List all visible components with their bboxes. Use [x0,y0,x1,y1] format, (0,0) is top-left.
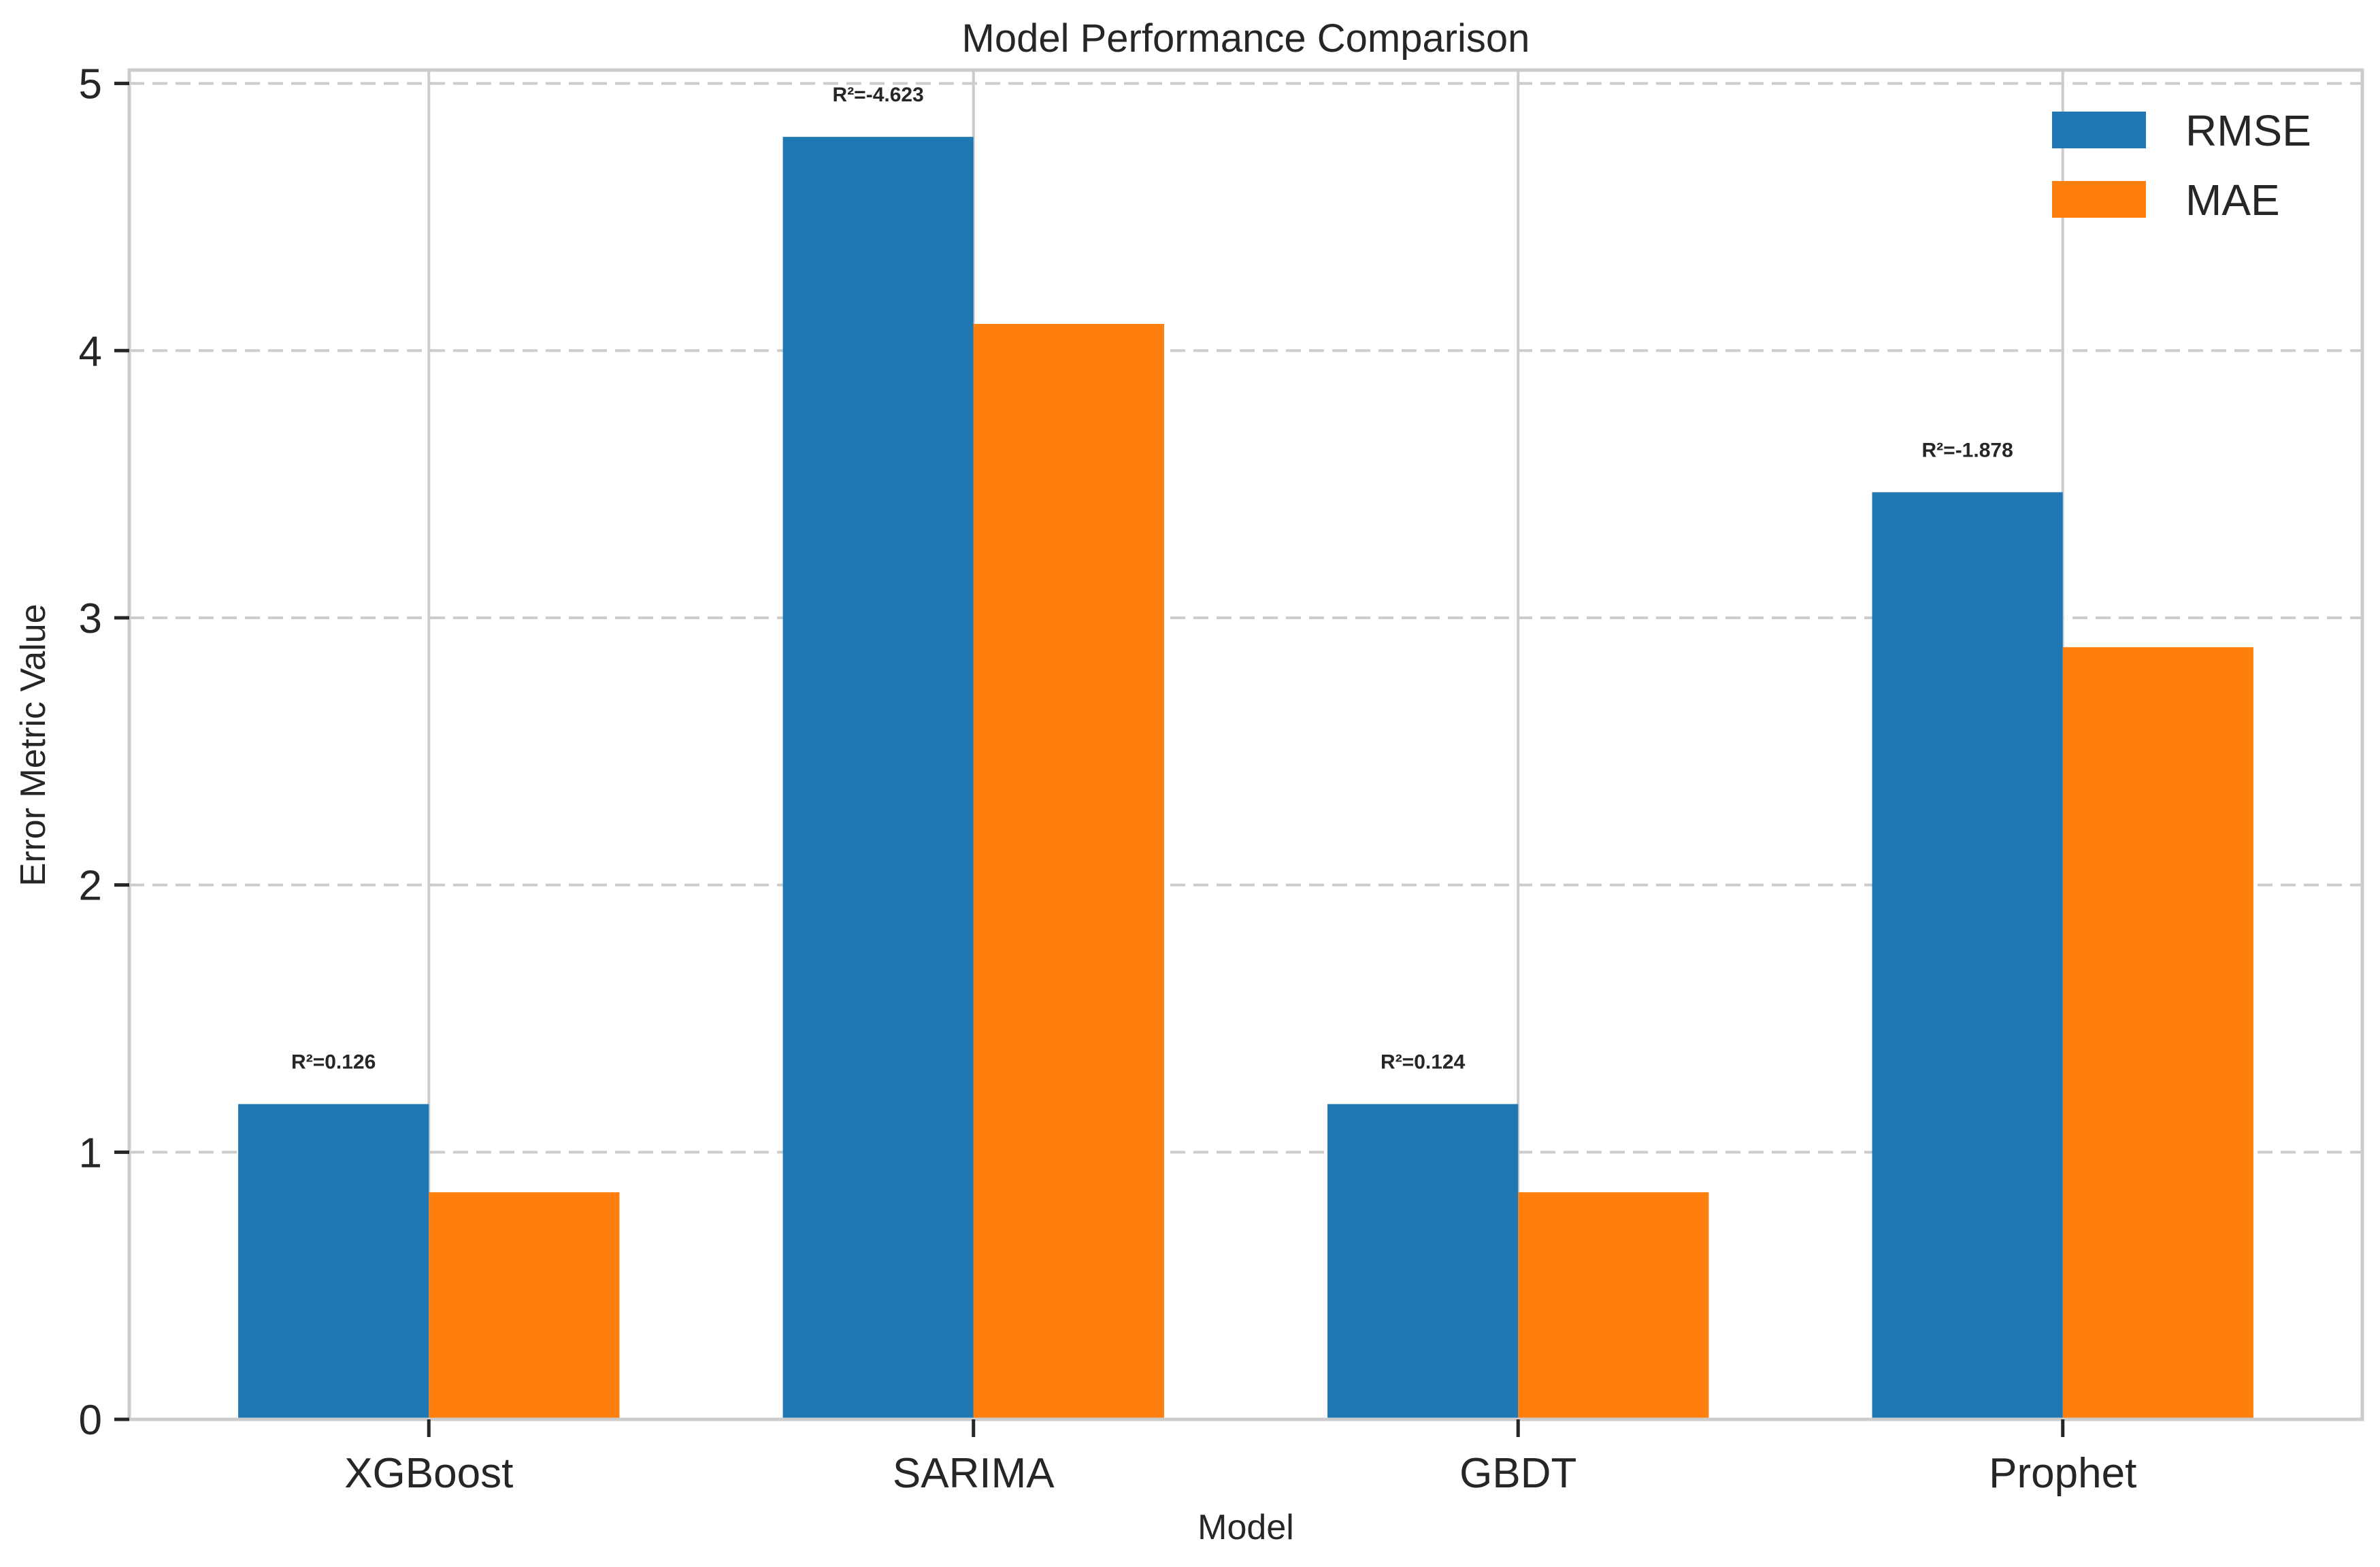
y-tick-label: 0 [79,1397,102,1444]
x-tick-label: GBDT [1459,1450,1576,1497]
bar-mae [1518,1192,1709,1419]
r2-annotation: R²=0.126 [291,1051,376,1074]
r2-annotation: R²=0.124 [1381,1051,1466,1074]
chart-title: Model Performance Comparison [962,16,1530,61]
y-axis-label: Error Metric Value [14,604,53,886]
y-tick-label: 1 [79,1129,102,1176]
y-tick-label: 2 [79,863,102,910]
x-tick-label: SARIMA [893,1450,1055,1497]
legend-label-mae: MAE [2185,176,2280,225]
x-tick-label: XGBoost [344,1450,513,1497]
plot-frame [127,68,2364,1421]
x-tick-label: Prophet [1989,1450,2136,1497]
legend-label-rmse: RMSE [2185,106,2311,155]
bar-annotations: R²=0.126 R²=-4.623 R²=0.124 R²=-1.878 [291,84,2013,1073]
y-tick-label: 5 [79,61,102,108]
y-tick-label: 4 [79,328,102,375]
r2-annotation: R²=-1.878 [1922,439,2013,461]
legend-swatch-mae [2052,181,2146,218]
r2-annotation: R²=-4.623 [833,84,924,106]
bar-rmse [1872,492,2063,1419]
bar-rmse [1327,1104,1519,1419]
x-axis-label: Model [1197,1508,1294,1547]
bar-rmse [782,137,974,1419]
bars [238,137,2253,1420]
legend: RMSE MAE [2052,106,2311,225]
legend-swatch-rmse [2052,112,2146,148]
bar-rmse [238,1104,429,1419]
y-tick-label: 3 [79,595,102,642]
bar-mae [2062,647,2253,1419]
bar-mae [429,1192,620,1419]
axis-ticks: 0 1 2 3 4 5 XGBoost SARIMA GBDT Prophet [79,61,2137,1497]
bar-mae [973,324,1164,1420]
